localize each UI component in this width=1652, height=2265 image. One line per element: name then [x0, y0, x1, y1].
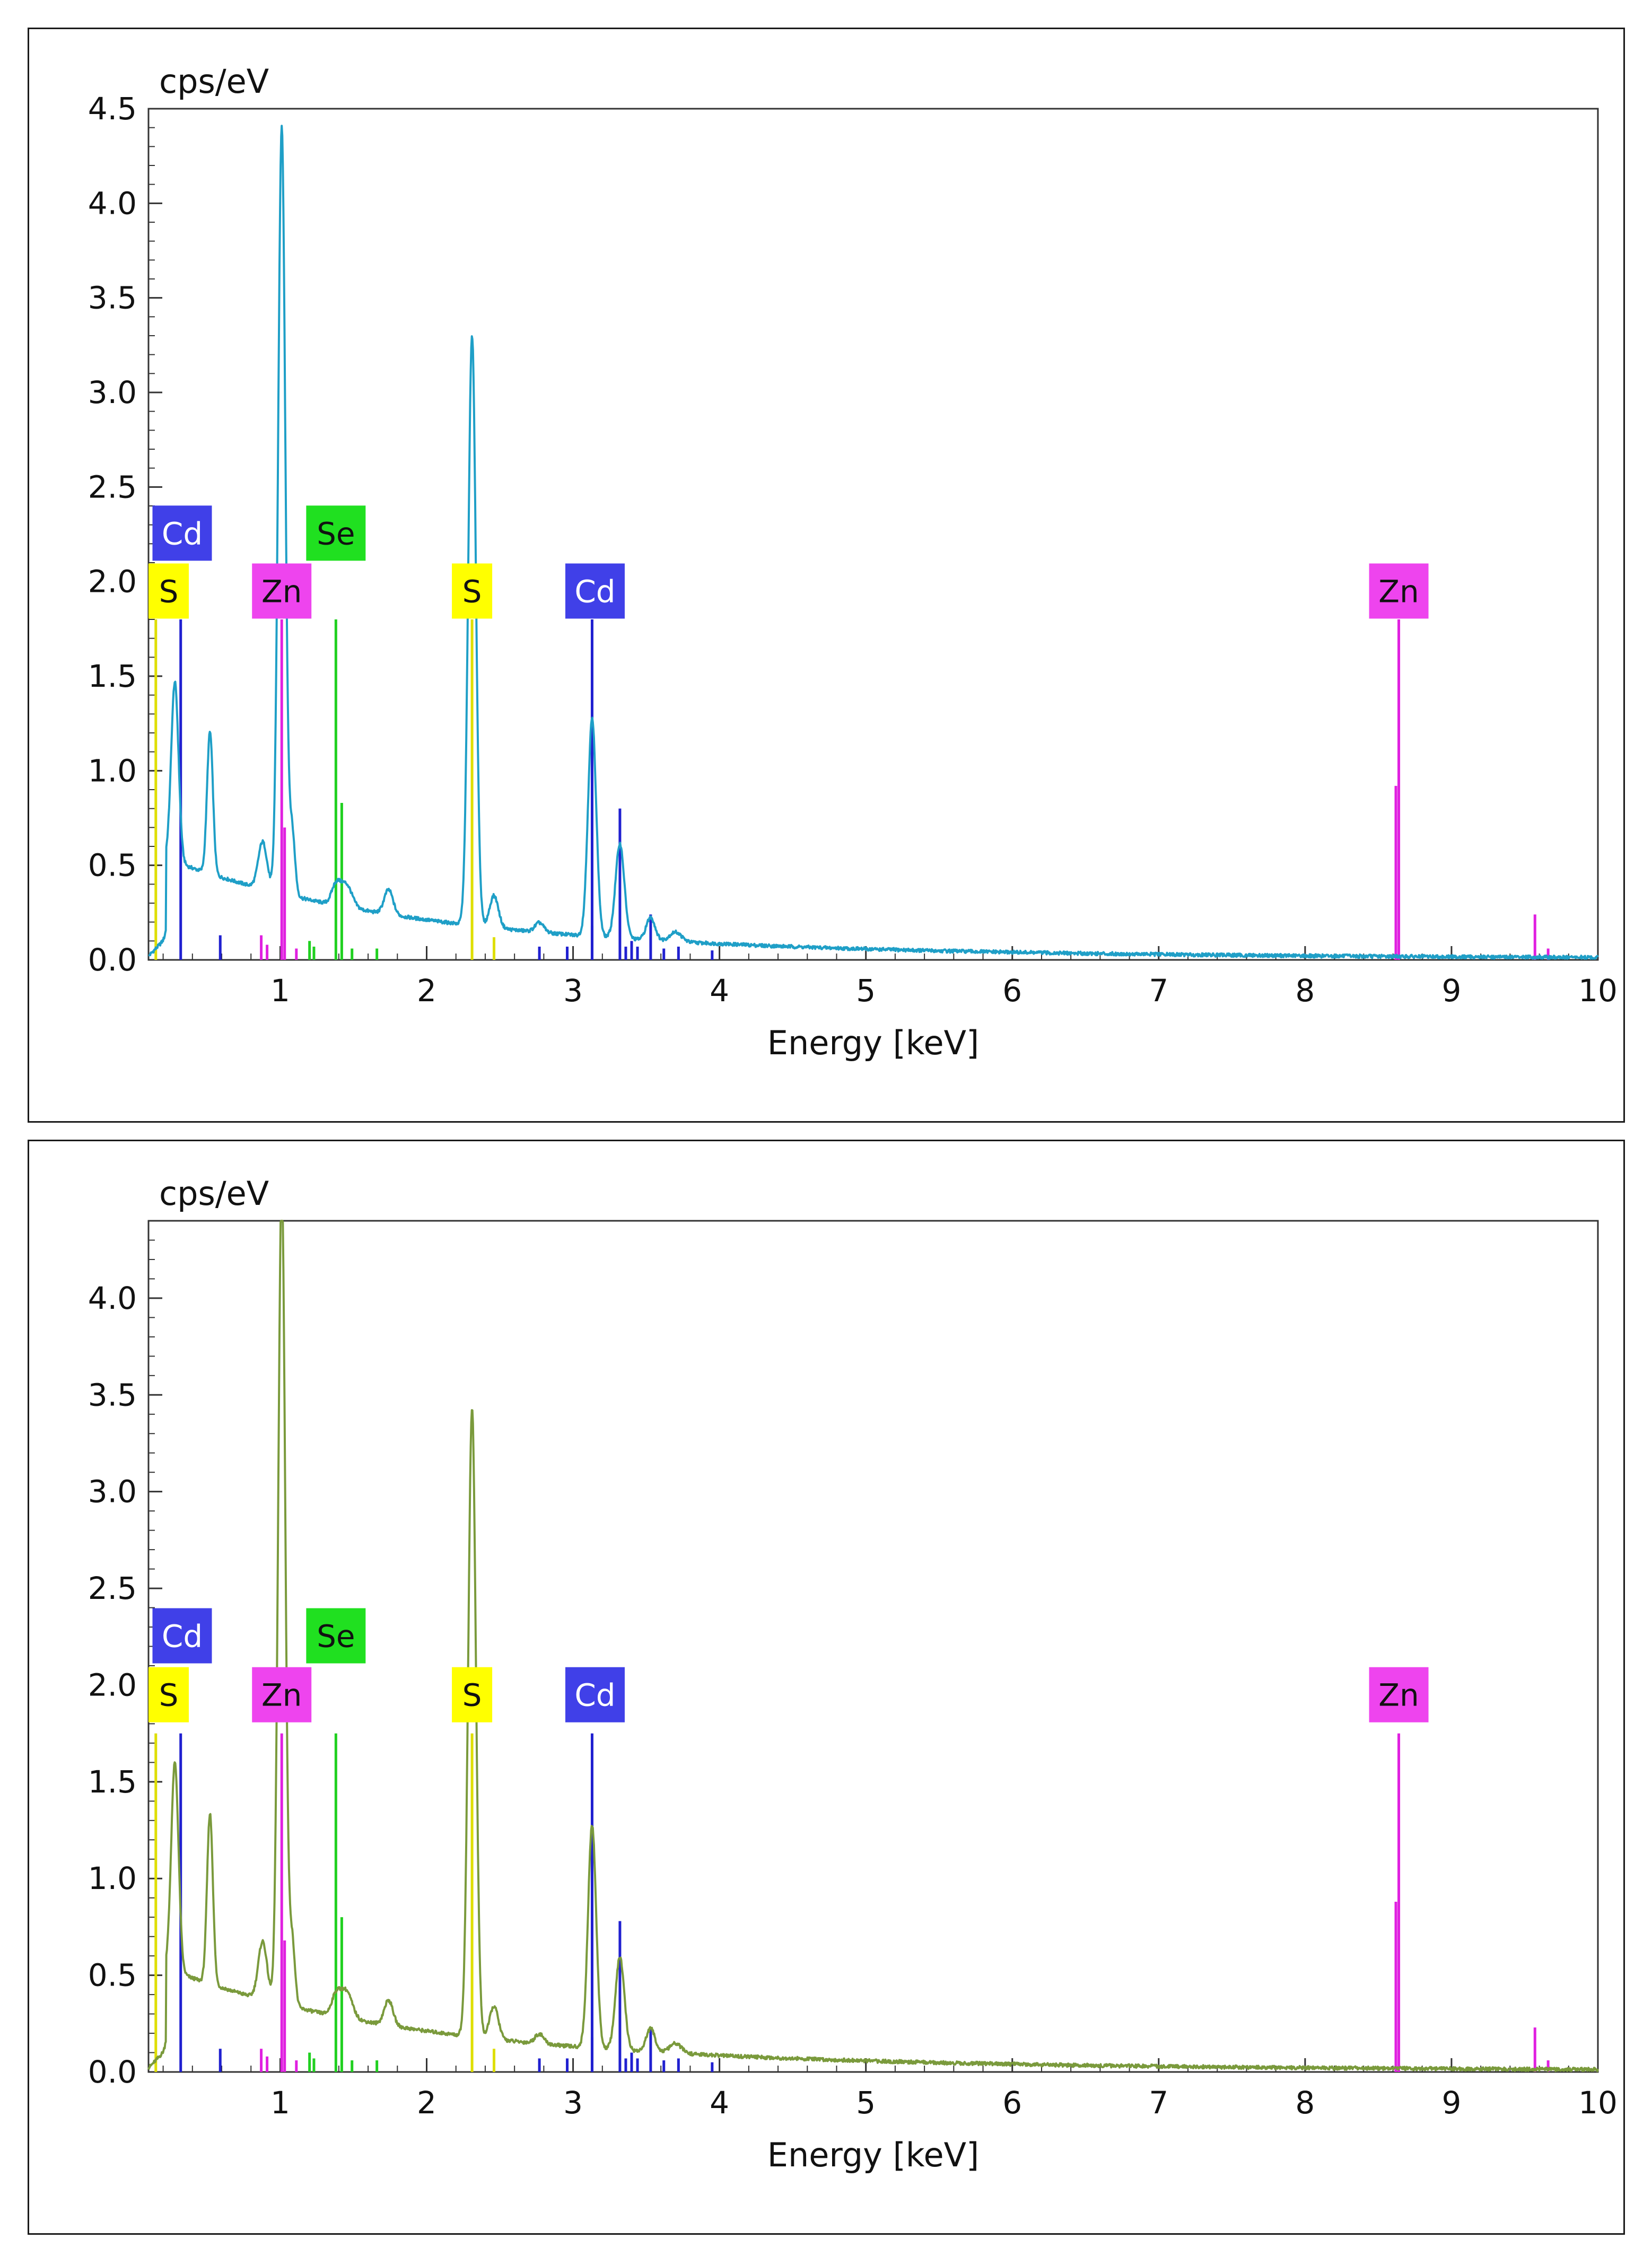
element-label-box	[452, 1667, 493, 1722]
spectrum-panel-top: 0.0 0.5 1.0 1.5 2.0 2.5 3.0 3.5 4.0 4.5 1 2 3 4 5 6 7 8 9 1…	[28, 28, 1625, 1123]
element-label-cd: Cd	[565, 1667, 625, 1722]
element-label-box	[148, 563, 189, 619]
element-label-s: S	[452, 563, 493, 619]
y-tick-label: 2.5	[88, 469, 137, 505]
element-label-s: S	[148, 1667, 189, 1722]
y-tick-label: 0.0	[88, 942, 137, 978]
element-label-zn: Zn	[252, 563, 312, 619]
element-label-zn: Zn	[1369, 1667, 1429, 1722]
x-tick-label: 5	[856, 2085, 876, 2121]
y-tick-label: 1.5	[88, 1764, 137, 1800]
x-tick-label: 10	[1578, 2085, 1618, 2121]
element-label-text: S	[462, 574, 482, 610]
element-label-text: Zn	[1378, 1677, 1419, 1713]
y-axis-title: cps/eV	[159, 1174, 269, 1213]
element-label-cd: Cd	[152, 1608, 212, 1664]
x-tick-label: 5	[856, 973, 876, 1009]
element-label-cd: Cd	[565, 563, 625, 619]
x-axis-title: Energy [keV]	[767, 2136, 979, 2174]
x-tick-label: 9	[1441, 2085, 1461, 2121]
y-tick-label: 0.5	[88, 1957, 137, 1993]
element-label-box	[1369, 1667, 1429, 1722]
plot-frame	[147, 108, 1599, 961]
x-tick-label: 6	[1002, 973, 1022, 1009]
element-label-text: Cd	[574, 1677, 615, 1713]
y-axis-title: cps/eV	[159, 62, 269, 101]
eds-spectrum-chart-bottom: 0.0 0.5 1.0 1.5 2.0 2.5 3.0 3.5 4.0 1 2 3 4 5 6 7 8 9 10 cp…	[88, 1174, 1618, 2174]
element-label-box	[306, 1608, 366, 1664]
element-label-box	[452, 563, 493, 619]
element-label-text: S	[462, 1677, 482, 1713]
y-tick-label: 3.0	[88, 374, 137, 410]
spectrum-panel-bottom: 0.0 0.5 1.0 1.5 2.0 2.5 3.0 3.5 4.0 1 2 3 4 5 6 7 8 9 10 cp…	[28, 1140, 1625, 2235]
element-label-text: Zn	[261, 574, 302, 610]
y-tick-label: 2.0	[88, 564, 137, 600]
x-tick-label: 3	[563, 2085, 583, 2121]
y-tick-label: 2.0	[88, 1667, 137, 1703]
x-axis-title: Energy [keV]	[767, 1024, 979, 1062]
element-label-box	[148, 1667, 189, 1722]
element-label-text: Cd	[162, 1619, 203, 1655]
element-label-text: S	[159, 1677, 179, 1713]
element-label-box	[152, 1608, 212, 1664]
spectrum-trace	[148, 125, 1599, 960]
element-label-text: Zn	[261, 1677, 302, 1713]
y-tick-label: 0.5	[88, 847, 137, 884]
x-tick-label: 4	[710, 2085, 729, 2121]
y-tick-label: 2.5	[88, 1570, 137, 1606]
y-tick-label: 1.5	[88, 658, 137, 694]
eds-spectrum-chart-top: 0.0 0.5 1.0 1.5 2.0 2.5 3.0 3.5 4.0 4.5 1 2 3 4 5 6 7 8 9 1…	[88, 62, 1618, 1062]
x-tick-label: 10	[1578, 973, 1618, 1009]
y-tick-label: 4.5	[88, 91, 137, 127]
y-tick-label: 0.0	[88, 2054, 137, 2090]
element-label-zn: Zn	[1369, 563, 1429, 619]
element-label-zn: Zn	[252, 1667, 312, 1722]
y-tick-label: 4.0	[88, 185, 137, 221]
y-tick-label: 3.5	[88, 280, 137, 316]
y-tick-label: 1.0	[88, 1860, 137, 1896]
element-label-box	[252, 563, 312, 619]
x-tick-label: 1	[270, 973, 290, 1009]
element-label-text: S	[159, 574, 179, 610]
spectrum-trace	[147, 1220, 1599, 2072]
element-label-se: Se	[306, 1608, 366, 1664]
element-label-s: S	[148, 563, 189, 619]
y-tick-label: 1.0	[88, 753, 137, 789]
x-tick-label: 6	[1002, 2085, 1022, 2121]
x-tick-label: 2	[417, 2085, 436, 2121]
x-tick-label: 7	[1149, 2085, 1168, 2121]
x-tick-label: 3	[563, 973, 583, 1009]
x-tick-label: 7	[1149, 973, 1168, 1009]
element-label-s: S	[452, 1667, 493, 1722]
x-tick-label: 2	[417, 973, 436, 1009]
element-label-text: Zn	[1378, 574, 1419, 610]
x-tick-label: 1	[270, 2085, 290, 2121]
element-label-box	[306, 505, 366, 561]
y-tick-label: 3.5	[88, 1377, 137, 1413]
element-label-box	[565, 563, 625, 619]
element-label-box	[152, 505, 212, 561]
x-tick-label: 4	[710, 973, 729, 1009]
y-tick-label: 4.0	[88, 1280, 137, 1316]
element-label-text: Cd	[162, 515, 203, 552]
element-label-se: Se	[306, 505, 366, 561]
element-label-text: Se	[317, 515, 355, 552]
element-label-text: Cd	[574, 574, 615, 610]
element-label-box	[1369, 563, 1429, 619]
x-tick-label: 8	[1295, 973, 1315, 1009]
element-label-cd: Cd	[152, 505, 212, 561]
element-label-box	[252, 1667, 312, 1722]
x-tick-label: 9	[1441, 973, 1461, 1009]
element-label-box	[565, 1667, 625, 1722]
plot-frame	[147, 1220, 1599, 2073]
x-tick-label: 8	[1295, 2085, 1315, 2121]
y-tick-label: 3.0	[88, 1474, 137, 1510]
element-label-text: Se	[317, 1619, 355, 1655]
